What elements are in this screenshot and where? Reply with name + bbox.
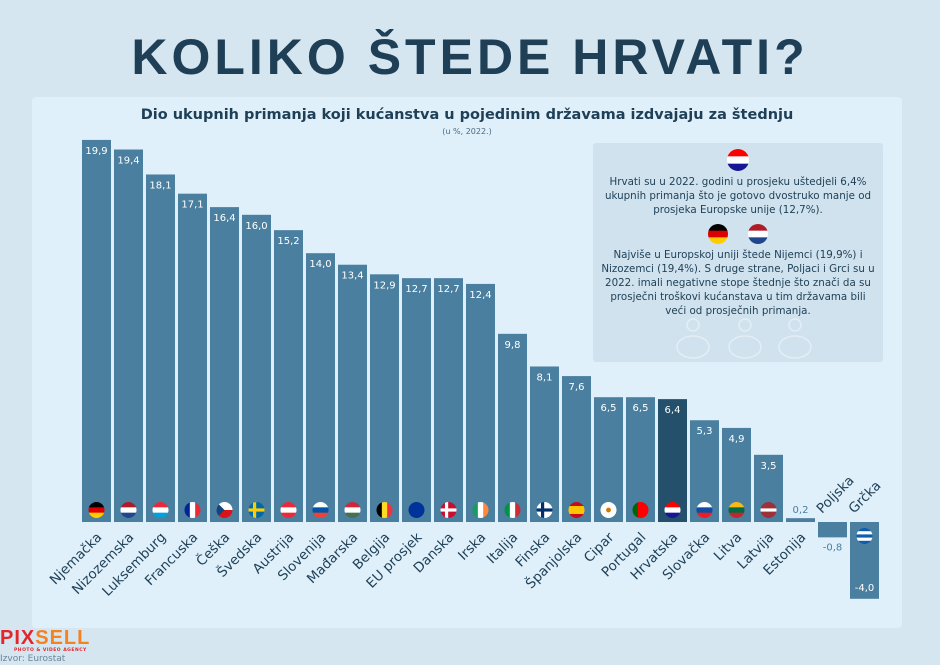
value-label-14: 8,1 (537, 372, 553, 383)
bar-5 (242, 214, 271, 523)
bar-1 (114, 149, 143, 522)
bar-23 (818, 522, 847, 538)
bar-3 (178, 193, 207, 522)
netherlands-flag (748, 224, 768, 244)
flag-icon-16 (600, 502, 617, 518)
value-label-18: 6,4 (665, 405, 681, 416)
value-label-9: 12,9 (373, 280, 395, 291)
value-label-4: 16,4 (213, 213, 235, 224)
value-label-6: 15,2 (277, 236, 299, 247)
croatia-flag-icon (593, 149, 883, 171)
flag-icon-3 (184, 502, 201, 518)
bar-13 (498, 333, 527, 522)
value-label-0: 19,9 (85, 146, 107, 157)
flag-icon-2 (152, 502, 169, 518)
flag-icon-8 (344, 502, 361, 518)
bar-9 (370, 274, 399, 522)
flag-icon-9 (376, 502, 393, 518)
value-label-19: 5,3 (697, 426, 713, 437)
bar-15 (562, 376, 591, 522)
bar-22 (786, 518, 815, 522)
flag-icon-10 (408, 502, 425, 518)
flag-icon-11 (440, 502, 457, 518)
germany-flag-icon (708, 224, 728, 244)
flag-icon-6 (280, 502, 297, 518)
value-label-17: 6,5 (633, 403, 649, 414)
bar-14 (530, 366, 559, 522)
value-label-7: 14,0 (309, 259, 331, 270)
category-label-12: Irska (455, 530, 489, 564)
flag-icon-17 (632, 502, 649, 518)
value-label-21: 3,5 (761, 461, 777, 472)
bar-6 (274, 230, 303, 522)
info-paragraph-croatia: Hrvati su u 2022. godini u prosjeku ušte… (604, 176, 872, 216)
bar-7 (306, 253, 335, 522)
value-label-24: -4,0 (855, 583, 875, 594)
page-title: KOLIKO ŠTEDE HRVATI? (131, 29, 809, 85)
bar-18 (658, 399, 687, 522)
flag-icon-19 (696, 502, 713, 518)
flag-icon-12 (472, 502, 489, 518)
bar-16 (594, 397, 623, 522)
value-label-5: 16,0 (245, 221, 267, 232)
bar-11 (434, 278, 463, 522)
bar-10 (402, 278, 431, 522)
chart-title: Dio ukupnih primanja koji kućanstva u po… (140, 107, 794, 123)
bar-2 (146, 174, 175, 523)
flag-icon-4 (216, 502, 233, 518)
flag-icon-7 (312, 502, 329, 518)
value-label-16: 6,5 (601, 403, 617, 414)
pixsell-logo: PIXSELL (0, 627, 91, 649)
value-label-13: 9,8 (505, 340, 521, 351)
value-label-12: 12,4 (469, 290, 491, 301)
bar-12 (466, 283, 495, 522)
value-label-15: 7,6 (569, 382, 585, 393)
flag-icon-5 (248, 502, 265, 518)
logo-tagline: PHOTO & VIDEO AGENCY (14, 648, 87, 653)
flag-icon-18 (664, 502, 681, 518)
value-label-23: -0,8 (823, 542, 843, 553)
info-paragraph-eu: Najviše u Europskoj uniji štede Nijemci … (601, 249, 875, 317)
flag-icon-24 (856, 528, 873, 544)
value-label-10: 12,7 (405, 284, 427, 295)
flag-icon-0 (88, 502, 105, 518)
value-label-2: 18,1 (149, 180, 171, 191)
bar-8 (338, 264, 367, 522)
chart-unit: (u %, 2022.) (442, 127, 492, 136)
info-box: Hrvati su u 2022. godini u prosjeku ušte… (593, 143, 883, 362)
piggy-bank-icons (676, 318, 812, 359)
bar-17 (626, 397, 655, 522)
flag-icon-21 (760, 502, 777, 518)
value-label-20: 4,9 (729, 434, 745, 445)
bar-0 (82, 139, 111, 523)
value-label-3: 17,1 (181, 200, 203, 211)
flag-icon-1 (120, 502, 137, 518)
netherlands-flag-icon (748, 224, 768, 244)
value-label-1: 19,4 (117, 156, 139, 167)
croatia-flag (727, 149, 749, 171)
value-label-11: 12,7 (437, 284, 459, 295)
value-label-22: 0,2 (793, 505, 809, 516)
flag-icon-13 (504, 502, 521, 518)
flag-icon-20 (728, 502, 745, 518)
germany-netherlands-flags (593, 224, 883, 244)
source-note: Izvor: Eurostat (0, 654, 66, 664)
bar-4 (210, 207, 239, 522)
flag-icon-15 (568, 502, 585, 518)
value-label-8: 13,4 (341, 271, 363, 282)
germany-flag (708, 224, 728, 244)
flag-icon-14 (536, 502, 553, 518)
